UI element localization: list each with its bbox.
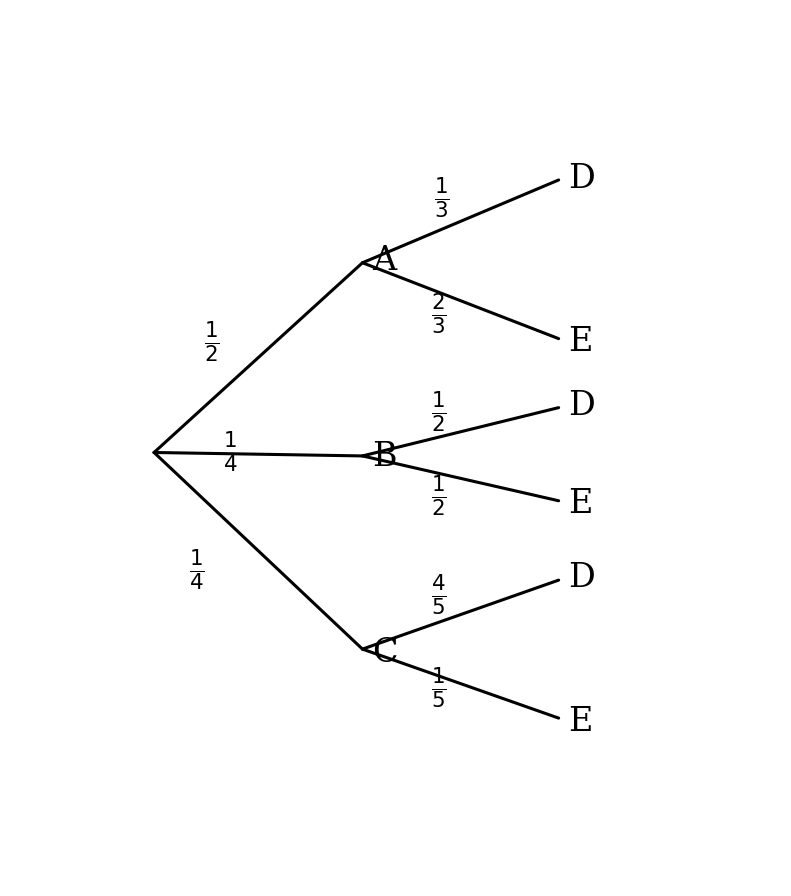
Text: C: C xyxy=(372,636,397,668)
Text: D: D xyxy=(568,162,595,194)
Text: $\frac{1}{5}$: $\frac{1}{5}$ xyxy=(431,666,447,711)
Text: $\frac{1}{3}$: $\frac{1}{3}$ xyxy=(434,176,450,221)
Text: $\frac{1}{2}$: $\frac{1}{2}$ xyxy=(205,319,220,365)
Text: E: E xyxy=(568,326,592,358)
Text: E: E xyxy=(568,705,592,737)
Text: E: E xyxy=(568,488,592,521)
Text: D: D xyxy=(568,562,595,594)
Text: B: B xyxy=(372,442,396,473)
Text: D: D xyxy=(568,390,595,421)
Text: $\frac{1}{2}$: $\frac{1}{2}$ xyxy=(431,473,447,519)
Text: $\frac{1}{4}$: $\frac{1}{4}$ xyxy=(223,430,238,475)
Text: $\frac{1}{4}$: $\frac{1}{4}$ xyxy=(189,547,205,592)
Text: $\frac{1}{2}$: $\frac{1}{2}$ xyxy=(431,390,447,435)
Text: $\frac{4}{5}$: $\frac{4}{5}$ xyxy=(431,573,447,618)
Text: A: A xyxy=(372,245,396,277)
Text: $\frac{2}{3}$: $\frac{2}{3}$ xyxy=(431,292,447,337)
